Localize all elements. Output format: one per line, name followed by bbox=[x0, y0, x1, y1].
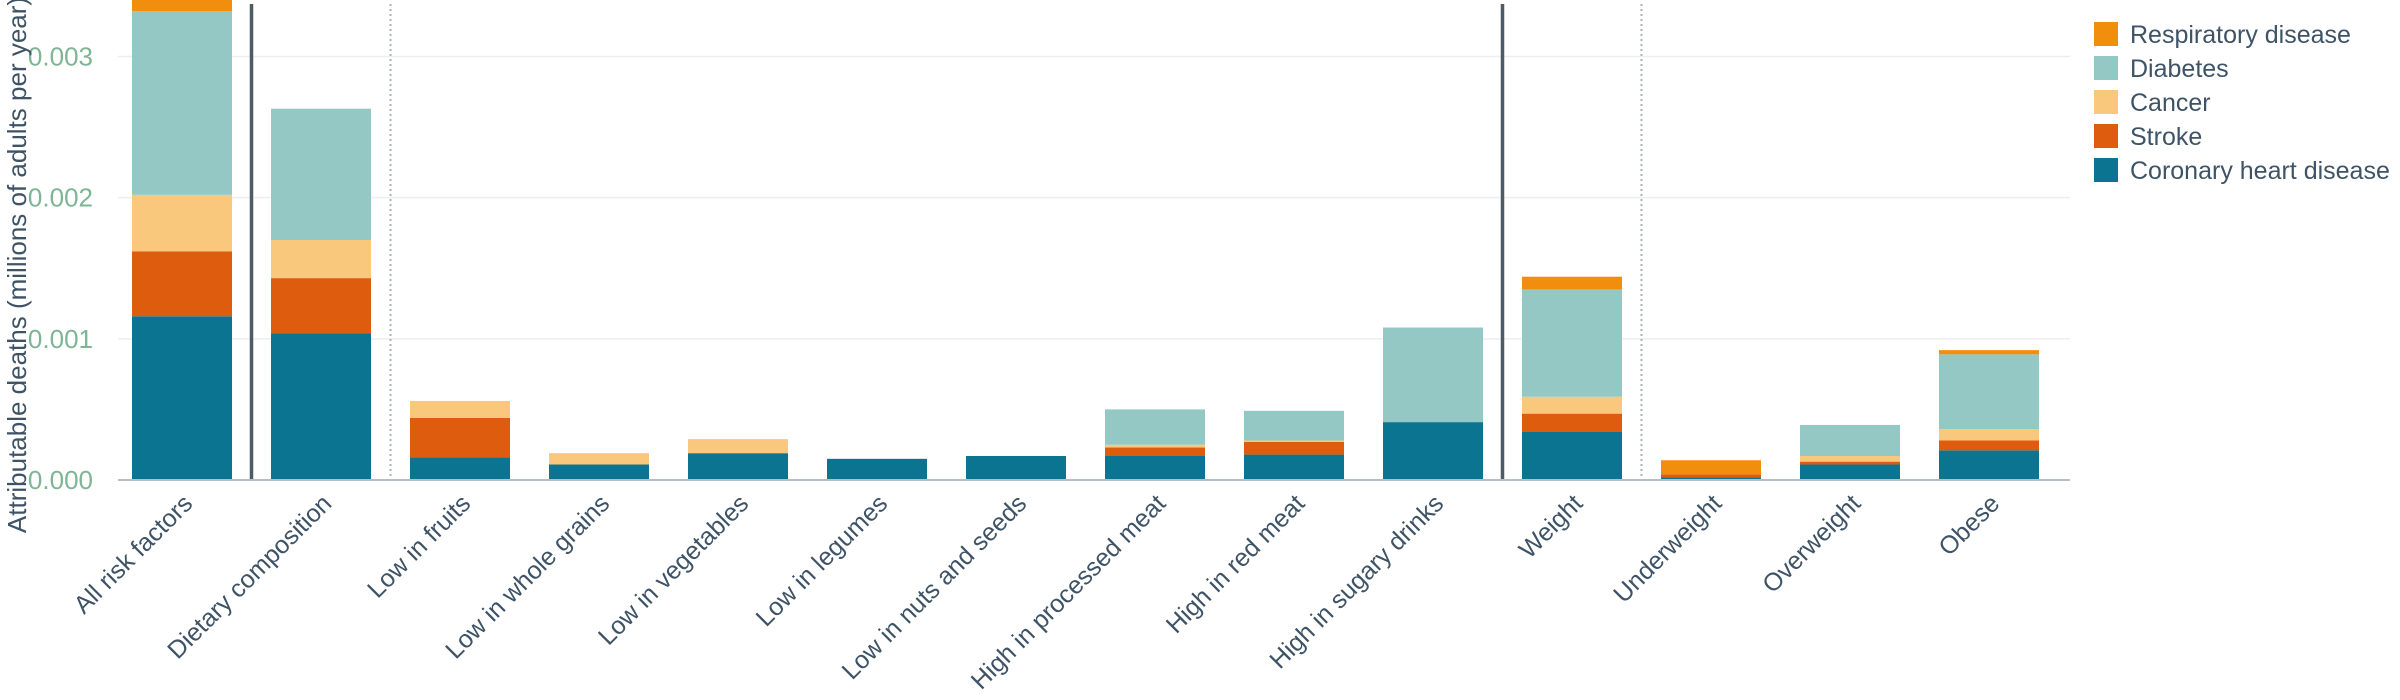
x-category-label: Overweight bbox=[1757, 489, 1866, 598]
bar-segment-diabetes bbox=[132, 11, 232, 195]
bar-segment-coronary-heart-disease bbox=[966, 456, 1066, 480]
bar-segment-coronary-heart-disease bbox=[271, 333, 371, 480]
bar-segment-stroke bbox=[1800, 461, 1900, 465]
legend-label: Stroke bbox=[2130, 123, 2202, 151]
bar-segment-diabetes bbox=[271, 108, 371, 241]
bar-segment-cancer bbox=[1244, 440, 1344, 442]
bar-segment-diabetes bbox=[1939, 354, 2039, 430]
legend-swatch bbox=[2094, 56, 2118, 80]
bar-segment-coronary-heart-disease bbox=[827, 458, 927, 480]
bar-segment-coronary-heart-disease bbox=[688, 453, 788, 480]
bar-segment-stroke bbox=[1522, 413, 1622, 432]
bar-segment-diabetes bbox=[1383, 327, 1483, 423]
x-category-label: Low in legumes bbox=[751, 489, 894, 632]
bar-segment-coronary-heart-disease bbox=[549, 464, 649, 480]
legend-label: Coronary heart disease bbox=[2130, 157, 2390, 185]
legend-label: Cancer bbox=[2130, 89, 2211, 117]
bars bbox=[132, 0, 2039, 480]
x-category-label: Underweight bbox=[1608, 489, 1727, 608]
bar-segment-stroke bbox=[410, 417, 510, 458]
bar-segment-coronary-heart-disease bbox=[1661, 477, 1761, 480]
bar-segment-cancer bbox=[1105, 444, 1205, 448]
bar-segment-respiratory-disease bbox=[1661, 460, 1761, 475]
bar-segment-coronary-heart-disease bbox=[132, 316, 232, 480]
legend-swatch bbox=[2094, 90, 2118, 114]
x-category-label: Obese bbox=[1933, 489, 2005, 561]
bar-segment-cancer bbox=[271, 240, 371, 279]
bar-segment-stroke bbox=[1939, 440, 2039, 451]
bar-segment-coronary-heart-disease bbox=[1244, 454, 1344, 480]
y-tick-label: 0.002 bbox=[28, 183, 93, 213]
bar-segment-stroke bbox=[271, 278, 371, 334]
legend-label: Diabetes bbox=[2130, 55, 2229, 83]
bar-segment-stroke bbox=[132, 251, 232, 317]
bar-segment-diabetes bbox=[1105, 409, 1205, 445]
bar-segment-stroke bbox=[1661, 474, 1761, 478]
legend-swatch bbox=[2094, 22, 2118, 46]
bar-segment-coronary-heart-disease bbox=[1800, 464, 1900, 480]
bar-segment-respiratory-disease bbox=[1939, 350, 2039, 355]
gridlines bbox=[118, 55, 2070, 340]
x-category-label: Low in fruits bbox=[362, 489, 476, 603]
y-axis-title: Attributable deaths (millions of adults … bbox=[2, 0, 32, 533]
bar-segment-cancer bbox=[1522, 396, 1622, 414]
bar-segment-cancer bbox=[410, 400, 510, 418]
bar-segment-diabetes bbox=[1800, 424, 1900, 456]
legend: Respiratory disease Diabetes Cancer Stroke C… bbox=[2094, 21, 2390, 185]
bar-segment-respiratory-disease bbox=[132, 0, 232, 12]
bar-segment-coronary-heart-disease bbox=[1105, 456, 1205, 480]
x-category-label: High in red meat bbox=[1161, 489, 1311, 639]
y-tick-label: 0.001 bbox=[28, 324, 93, 354]
bar-segment-cancer bbox=[1939, 429, 2039, 441]
legend-swatch bbox=[2094, 158, 2118, 182]
bar-segment-diabetes bbox=[1244, 410, 1344, 441]
bar-segment-coronary-heart-disease bbox=[1939, 450, 2039, 480]
x-category-label: All risk factors bbox=[68, 489, 198, 619]
bar-segment-diabetes bbox=[1522, 289, 1622, 397]
bar-segment-cancer bbox=[132, 194, 232, 252]
y-tick-label: 0.003 bbox=[28, 41, 93, 71]
legend-swatch bbox=[2094, 124, 2118, 148]
bar-segment-cancer bbox=[549, 453, 649, 465]
bar-segment-cancer bbox=[1800, 456, 1900, 462]
bar-segment-cancer bbox=[688, 439, 788, 454]
bar-segment-coronary-heart-disease bbox=[410, 457, 510, 480]
bar-segment-stroke bbox=[1244, 441, 1344, 455]
x-category-label: Weight bbox=[1514, 489, 1589, 564]
bar-segment-respiratory-disease bbox=[1522, 276, 1622, 290]
bar-segment-stroke bbox=[1105, 447, 1205, 456]
x-category-label: Low in vegetables bbox=[593, 489, 754, 650]
y-tick-label: 0.000 bbox=[28, 465, 93, 495]
group-separators bbox=[249, 4, 1643, 480]
bar-segment-coronary-heart-disease bbox=[1522, 432, 1622, 480]
bar-segment-coronary-heart-disease bbox=[1383, 422, 1483, 480]
legend-label: Respiratory disease bbox=[2130, 21, 2351, 49]
